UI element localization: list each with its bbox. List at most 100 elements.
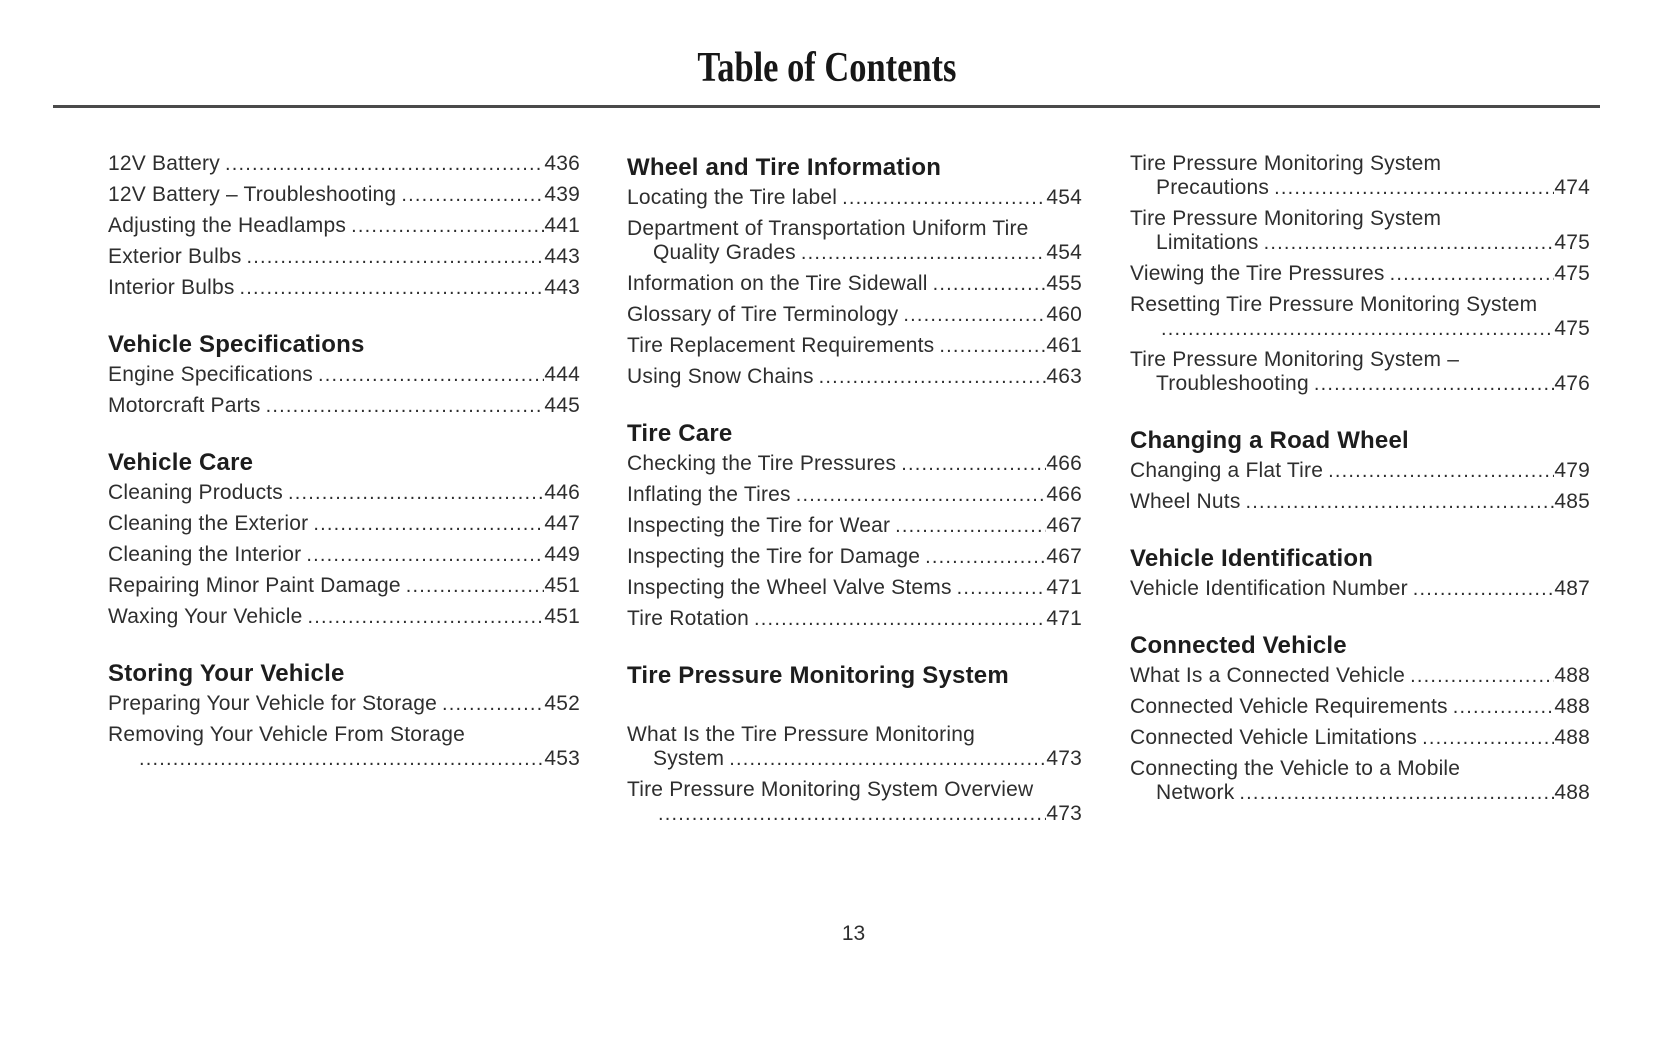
toc-item[interactable]: Cleaning Products 446 — [108, 481, 580, 505]
dot-leader — [842, 186, 1046, 210]
toc-item[interactable]: Connected Vehicle Requirements 488 — [1130, 695, 1590, 719]
toc-items: Tire Pressure Monitoring System Precautio… — [1130, 152, 1590, 396]
toc-item[interactable]: Adjusting the Headlamps 441 — [108, 214, 580, 238]
toc-item[interactable]: Information on the Tire Sidewall 455 — [627, 272, 1082, 296]
toc-section: Connected Vehicle What Is a Connected Veh… — [1130, 630, 1590, 805]
toc-item-label: Vehicle Identification Number — [1130, 577, 1408, 600]
toc-item-line-1: Connected Vehicle Limitations 488 — [1130, 726, 1590, 750]
dot-leader — [925, 545, 1046, 569]
toc-item[interactable]: Tire Pressure Monitoring System – Trouble… — [1130, 348, 1590, 396]
toc-item[interactable]: Locating the Tire label 454 — [627, 186, 1082, 210]
dot-leader — [1453, 695, 1555, 719]
toc-items: What Is the Tire Pressure Monitoring Syst… — [627, 694, 1082, 826]
toc-item[interactable]: 12V Battery – Troubleshooting 439 — [108, 183, 580, 207]
toc-item-line-1: Cleaning the Interior 449 — [108, 543, 580, 567]
toc-item[interactable]: Inspecting the Wheel Valve Stems 471 — [627, 576, 1082, 600]
toc-item[interactable]: Department of Transportation Uniform Tir… — [627, 217, 1082, 265]
toc-item[interactable]: 12V Battery 436 — [108, 152, 580, 176]
toc-item-page: 451 — [544, 574, 580, 597]
toc-item[interactable]: Inspecting the Tire for Damage 467 — [627, 545, 1082, 569]
toc-item-line-1: Engine Specifications 444 — [108, 363, 580, 387]
toc-item[interactable]: Inspecting the Tire for Wear 467 — [627, 514, 1082, 538]
toc-item-label: Using Snow Chains — [627, 365, 814, 388]
dot-leader — [313, 512, 544, 536]
toc-item[interactable]: Interior Bulbs 443 — [108, 276, 580, 300]
toc-item[interactable]: Wheel Nuts 485 — [1130, 490, 1590, 514]
dot-leader — [957, 576, 1047, 600]
toc-item[interactable]: Resetting Tire Pressure Monitoring Syste… — [1130, 293, 1590, 341]
toc-item[interactable]: Tire Pressure Monitoring System Overview… — [627, 778, 1082, 826]
toc-item[interactable]: What Is the Tire Pressure Monitoring Syst… — [627, 723, 1082, 771]
toc-item[interactable]: Motorcraft Parts 445 — [108, 394, 580, 418]
toc-item-line-1: Tire Pressure Monitoring System — [1130, 152, 1590, 176]
toc-item[interactable]: Vehicle Identification Number 487 — [1130, 577, 1590, 601]
toc-item[interactable]: Changing a Flat Tire 479 — [1130, 459, 1590, 483]
toc-item[interactable]: Tire Pressure Monitoring System Limitatio… — [1130, 207, 1590, 255]
toc-item[interactable]: Waxing Your Vehicle 451 — [108, 605, 580, 629]
toc-item-page: 449 — [544, 543, 580, 566]
toc-item-page: 479 — [1554, 459, 1590, 482]
toc-item-line-1: Adjusting the Headlamps 441 — [108, 214, 580, 238]
dot-leader — [901, 452, 1046, 476]
toc-item-label-continued: System — [653, 747, 725, 770]
toc-item-page: 436 — [544, 152, 580, 175]
toc-item[interactable]: Preparing Your Vehicle for Storage 452 — [108, 692, 580, 716]
toc-item-label-continued: Limitations — [1156, 231, 1259, 254]
toc-item-page: 445 — [544, 394, 580, 417]
toc-section: Tire Pressure Monitoring System What Is t… — [627, 660, 1082, 826]
toc-item[interactable]: Engine Specifications 444 — [108, 363, 580, 387]
toc-item-page: 453 — [544, 747, 580, 770]
toc-item-label: Removing Your Vehicle From Storage — [108, 723, 465, 746]
toc-items: Cleaning Products 446 Cleaning the Exterio… — [108, 481, 580, 629]
toc-item[interactable]: Viewing the Tire Pressures 475 — [1130, 262, 1590, 286]
dot-leader — [351, 214, 544, 238]
toc-item[interactable]: Tire Replacement Requirements 461 — [627, 334, 1082, 358]
toc-item-label: Motorcraft Parts — [108, 394, 261, 417]
toc-item[interactable]: Connecting the Vehicle to a Mobile Networ… — [1130, 757, 1590, 805]
dot-leader — [903, 303, 1046, 327]
toc-item[interactable]: Repairing Minor Paint Damage 451 — [108, 574, 580, 598]
toc-item-line-1: Checking the Tire Pressures 466 — [627, 452, 1082, 476]
toc-item-line-1: Inspecting the Tire for Damage 467 — [627, 545, 1082, 569]
toc-item-line-1: Inspecting the Wheel Valve Stems 471 — [627, 576, 1082, 600]
toc-item[interactable]: Connected Vehicle Limitations 488 — [1130, 726, 1590, 750]
toc-item[interactable]: What Is a Connected Vehicle 488 — [1130, 664, 1590, 688]
toc-item[interactable]: Tire Rotation 471 — [627, 607, 1082, 631]
dot-leader — [1328, 459, 1554, 483]
toc-item-label: Tire Pressure Monitoring System — [1130, 207, 1442, 230]
toc-item-page: 488 — [1554, 726, 1590, 749]
dot-leader — [801, 241, 1047, 265]
toc-item-line-2: 473 — [627, 802, 1082, 826]
dot-leader — [933, 272, 1047, 296]
toc-item-label: Inspecting the Tire for Wear — [627, 514, 891, 537]
toc-item[interactable]: Glossary of Tire Terminology 460 — [627, 303, 1082, 327]
toc-item-line-1: What Is a Connected Vehicle 488 — [1130, 664, 1590, 688]
toc-item-line-1: Waxing Your Vehicle 451 — [108, 605, 580, 629]
toc-item-label: Department of Transportation Uniform Tir… — [627, 217, 1029, 240]
toc-item-page: 467 — [1046, 514, 1082, 537]
toc-item[interactable]: Tire Pressure Monitoring System Precautio… — [1130, 152, 1590, 200]
toc-item[interactable]: Using Snow Chains 463 — [627, 365, 1082, 389]
toc-item[interactable]: Checking the Tire Pressures 466 — [627, 452, 1082, 476]
dot-leader — [939, 334, 1046, 358]
toc-item-page: 471 — [1046, 576, 1082, 599]
toc-item-label: Waxing Your Vehicle — [108, 605, 303, 628]
dot-leader — [729, 747, 1046, 771]
toc-item[interactable]: Exterior Bulbs 443 — [108, 245, 580, 269]
toc-item-line-2: 453 — [108, 747, 580, 771]
toc-section: 12V Battery 436 12V Battery – Troubleshoot… — [108, 152, 580, 300]
toc-item-label: Preparing Your Vehicle for Storage — [108, 692, 438, 715]
toc-item-page: 488 — [1554, 781, 1590, 804]
header-divider — [53, 105, 1600, 108]
toc-item-line-1: Exterior Bulbs 443 — [108, 245, 580, 269]
toc-items: Vehicle Identification Number 487 — [1130, 577, 1590, 601]
toc-item[interactable]: Cleaning the Exterior 447 — [108, 512, 580, 536]
toc-item[interactable]: Removing Your Vehicle From Storage 453 — [108, 723, 580, 771]
toc-item-line-1: Viewing the Tire Pressures 475 — [1130, 262, 1590, 286]
toc-item[interactable]: Inflating the Tires 466 — [627, 483, 1082, 507]
toc-item-line-1: 12V Battery – Troubleshooting 439 — [108, 183, 580, 207]
toc-section: Vehicle Identification Vehicle Identifica… — [1130, 543, 1590, 601]
dot-leader — [796, 483, 1047, 507]
toc-item[interactable]: Cleaning the Interior 449 — [108, 543, 580, 567]
dot-leader — [1239, 781, 1554, 805]
